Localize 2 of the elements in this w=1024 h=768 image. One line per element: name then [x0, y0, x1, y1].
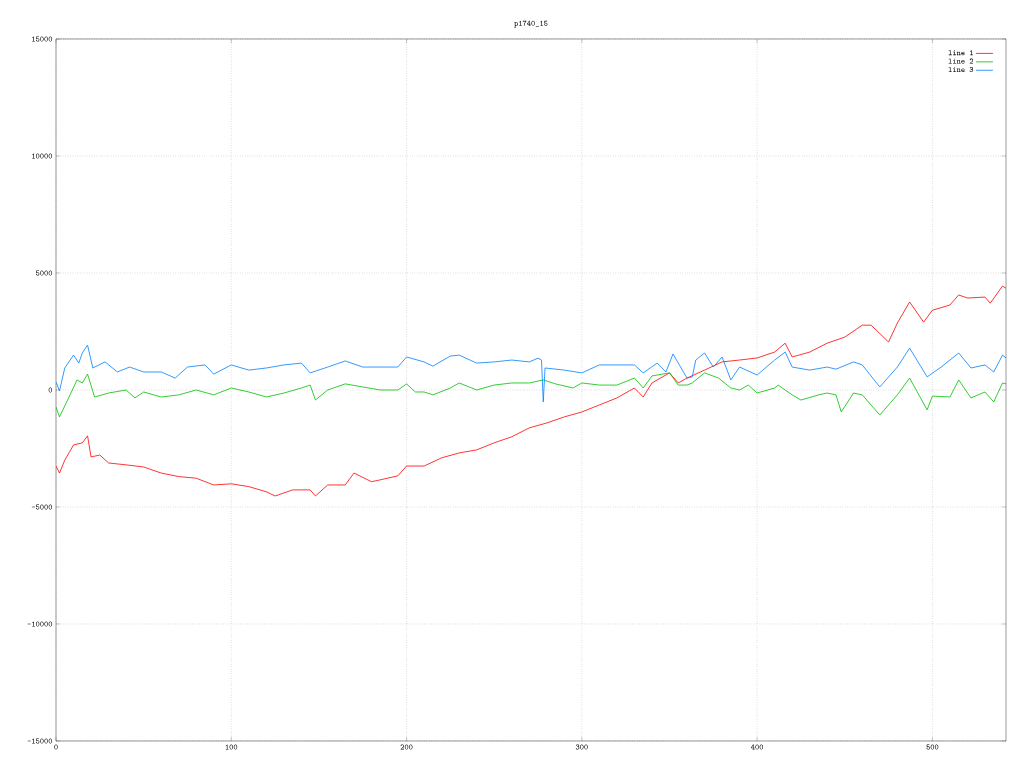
line-series [56, 372, 1007, 418]
line-series [56, 285, 1007, 497]
